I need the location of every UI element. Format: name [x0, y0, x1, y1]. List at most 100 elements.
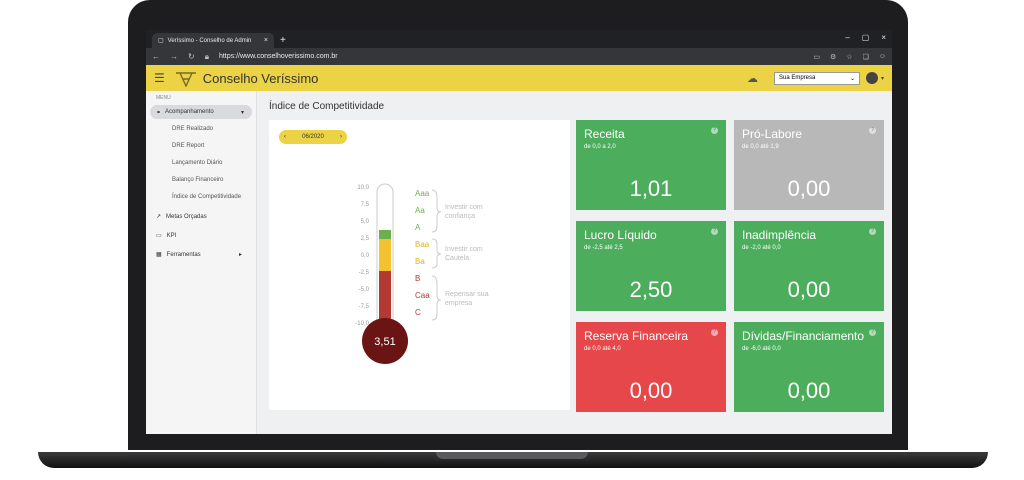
card-title: Lucro Líquido: [584, 228, 657, 242]
card-value: 0,00: [787, 176, 831, 201]
sidebar-subitem-lancamento-diario[interactable]: Lançamento Diário: [172, 160, 223, 166]
card-title: Inadimplência: [742, 228, 817, 242]
screen: ▢ Veríssimo - Conselho de Admin × + – ▢ …: [146, 30, 892, 434]
help-icon[interactable]: ?: [711, 228, 718, 235]
scale-label: 0,0: [361, 253, 370, 259]
scale-label: 10,0: [357, 185, 369, 191]
collections-icon[interactable]: ❏: [862, 53, 869, 61]
grid-icon: ▦: [156, 252, 162, 258]
close-tab-icon[interactable]: ×: [263, 37, 268, 44]
sidebar-item-label: Ferramentas: [166, 251, 201, 258]
thermometer-card: ‹ 06/2020 › 10,0 7,5 5,0 2,5 0,0 -2,5: [269, 120, 570, 410]
menu-title: MENU: [156, 95, 171, 101]
card-reserva-financeira[interactable]: Reserva Financeira de 0,0 até 4,0 ? 0,00: [576, 322, 726, 412]
monitor-icon: ▭: [156, 233, 162, 239]
advice-text: confiança: [445, 213, 475, 220]
period-picker[interactable]: ‹ 06/2020 ›: [279, 130, 347, 144]
company-select[interactable]: Sua Empresa ⌄: [773, 71, 860, 85]
sidebar-item-label: KPI: [166, 232, 177, 239]
maximize-icon[interactable]: ▢: [861, 33, 870, 42]
back-icon[interactable]: ←: [152, 52, 160, 61]
sidebar-item-label: Acompanhamento: [165, 109, 214, 115]
card-receita[interactable]: Receita de 0,0 a 2,0 ? 1,01: [576, 120, 726, 210]
help-icon[interactable]: ?: [869, 127, 876, 134]
sidebar-item-acompanhamento[interactable]: ⚭ Acompanhamento ▾: [150, 105, 252, 119]
rating-label: Aa: [415, 206, 425, 215]
scale-label: -7,5: [359, 304, 370, 310]
help-icon[interactable]: ?: [869, 329, 876, 336]
card-value: 1,01: [629, 176, 673, 201]
sidebar-subitem-dre-realizado[interactable]: DRE Realizado: [172, 126, 214, 132]
card-range: de 0,0 até 4,0: [584, 346, 621, 352]
advice-text: Cautela: [445, 255, 469, 262]
bracket-caution: [431, 238, 442, 269]
app-header: ☰ Conselho Veríssimo ☁ Sua Empresa ⌄ ▾: [146, 65, 892, 91]
chevron-left-icon[interactable]: ‹: [284, 134, 286, 140]
sidebar-subitem-dre-report[interactable]: DRE Report: [172, 143, 205, 149]
bracket-invest: [431, 189, 442, 233]
cast-icon[interactable]: ▭: [813, 53, 820, 61]
minimize-icon[interactable]: –: [845, 33, 850, 42]
rating-label: Aaa: [415, 189, 430, 198]
logo-icon: [175, 72, 196, 87]
tab-title: Veríssimo - Conselho de Admin: [167, 37, 252, 44]
help-icon[interactable]: ?: [711, 329, 718, 336]
forward-icon[interactable]: →: [170, 52, 178, 61]
card-range: de 0,0 até 1,9: [742, 144, 779, 150]
help-icon[interactable]: ?: [869, 228, 876, 235]
thermometer-value: 3,51: [374, 336, 395, 348]
browser-tab[interactable]: ▢ Veríssimo - Conselho de Admin ×: [152, 33, 274, 48]
thermometer-gauge: 10,0 7,5 5,0 2,5 0,0 -2,5 -5,0 -7,5 -10,…: [355, 183, 489, 364]
card-title: Receita: [584, 127, 625, 141]
sidebar-item-ferramentas[interactable]: ▦ Ferramentas ▸: [156, 251, 256, 259]
card-pro-labore[interactable]: Pró-Labore de 0,0 até 1,9 ? 0,00: [734, 120, 884, 210]
card-inadimplencia[interactable]: Inadimplência de -2,0 até 0,0 ? 0,00: [734, 221, 884, 311]
sidebar-subitem-indice-competitividade[interactable]: Índice de Competitividade: [172, 194, 242, 200]
card-title: Dívidas/Financiamento: [742, 329, 865, 343]
sidebar: MENU ⚭ Acompanhamento ▾ DRE Realizado DR…: [146, 91, 257, 434]
scale-label: 5,0: [361, 219, 370, 225]
user-menu-caret-icon[interactable]: ▾: [880, 75, 884, 82]
card-title: Pró-Labore: [742, 127, 803, 141]
scale-label: -5,0: [359, 287, 370, 293]
company-select-value: Sua Empresa: [778, 75, 816, 81]
window-controls: – ▢ ×: [845, 33, 886, 42]
sidebar-item-metas-orcadas[interactable]: ↗ Metas Orçadas: [156, 213, 256, 221]
rating-label: Caa: [415, 291, 430, 300]
lock-icon: 🔒︎: [204, 51, 209, 61]
thermometer-bulb: [362, 318, 408, 364]
bracket-rethink: [431, 275, 442, 321]
extension-icon[interactable]: ⚙: [830, 53, 837, 61]
cloud-icon[interactable]: ☁: [746, 72, 758, 85]
card-dividas-financiamento[interactable]: Dívidas/Financiamento de -6,0 até 0,0 ? …: [734, 322, 884, 412]
user-avatar[interactable]: [865, 72, 878, 84]
new-tab-icon[interactable]: +: [280, 35, 286, 46]
card-range: de -2,0 até 0,0: [742, 245, 781, 251]
card-title: Reserva Financeira: [584, 329, 689, 343]
sidebar-subitem-balanco-financeiro[interactable]: Balanço Financeiro: [172, 177, 224, 183]
hamburger-menu-icon[interactable]: ☰: [154, 71, 165, 85]
laptop-notch: [436, 452, 588, 459]
browser-tabbar: ▢ Veríssimo - Conselho de Admin × + – ▢ …: [146, 30, 892, 48]
favorite-icon[interactable]: ☆: [846, 53, 853, 61]
card-range: de -2,5 até 2,5: [584, 245, 623, 251]
scale-label: -10,0: [355, 321, 369, 327]
help-icon[interactable]: ?: [711, 127, 718, 134]
scale-label: 7,5: [361, 202, 370, 208]
card-range: de 0,0 a 2,0: [584, 144, 616, 150]
chevron-right-icon: ▸: [238, 252, 242, 258]
thermometer-fill-yellow: [379, 239, 391, 271]
main-content: Índice de Competitividade ‹ 06/2020 › 10…: [257, 91, 892, 434]
address-bar[interactable]: https://www.conselhoverissimo.com.br: [218, 53, 338, 60]
profile-icon[interactable]: ☺: [878, 52, 886, 60]
brand-name: Conselho Veríssimo: [202, 70, 319, 86]
close-window-icon[interactable]: ×: [881, 33, 886, 42]
rating-label: C: [415, 308, 421, 317]
advice-text: Investir com: [445, 246, 483, 253]
chevron-right-icon[interactable]: ›: [339, 134, 342, 140]
sidebar-item-kpi[interactable]: ▭ KPI: [156, 232, 256, 240]
reload-icon[interactable]: ↻: [188, 52, 195, 61]
card-lucro-liquido[interactable]: Lucro Líquido de -2,5 até 2,5 ? 2,50: [576, 221, 726, 311]
card-value: 0,00: [629, 378, 673, 403]
indicator-cards: Receita de 0,0 a 2,0 ? 1,01 Pró-Labore d…: [576, 120, 884, 412]
